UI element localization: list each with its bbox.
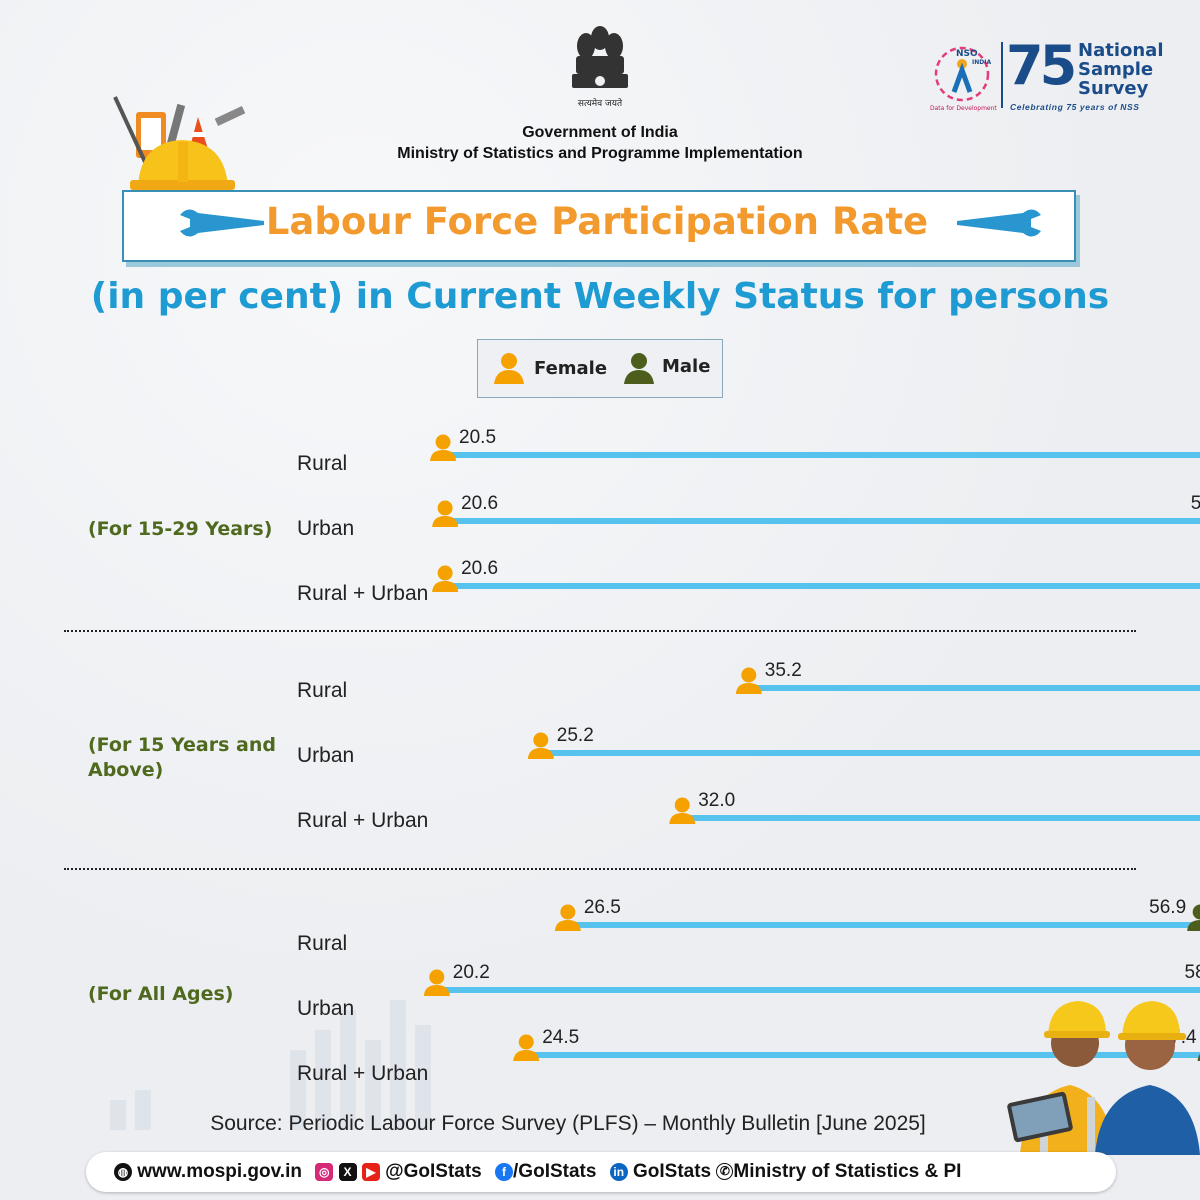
female-value-label: 20.2: [453, 962, 490, 983]
female-person-icon: [494, 353, 524, 384]
nss-line-3: Survey: [1078, 78, 1149, 99]
legend-female-label: Female: [534, 358, 608, 379]
row-label: Urban: [297, 744, 355, 767]
nso-text: NSO: [956, 49, 978, 59]
facebook-icon[interactable]: f: [495, 1162, 514, 1181]
youtube-icon[interactable]: ▶: [361, 1162, 380, 1181]
website-link[interactable]: www.mospi.gov.in: [137, 1161, 302, 1182]
nss-75-logo: NSO INDIA Data for Development 75 Nation…: [926, 34, 1166, 120]
female-value-label: 32.0: [698, 790, 735, 811]
emblem-motto: सत्यमेव जयते: [578, 97, 623, 109]
handle-link[interactable]: @GoIStats: [385, 1161, 482, 1182]
female-value-label: 24.5: [542, 1027, 579, 1048]
group-divider: [64, 868, 1136, 870]
row-label: Rural + Urban: [297, 809, 429, 832]
footer-bar: ◍ www.mospi.gov.in ◎ X ▶ @GoIStats f/GoI…: [86, 1152, 1116, 1192]
female-value-label: 20.5: [459, 427, 496, 448]
female-marker-icon: [527, 732, 554, 759]
nso-tagline: Data for Development: [930, 105, 997, 112]
workers-illustration: [1007, 1001, 1200, 1155]
nss-celebrating: Celebrating 75 years of NSS: [1010, 102, 1140, 112]
female-marker-icon: [423, 969, 450, 996]
gov-title: Government of India: [522, 124, 678, 141]
main-title: Labour Force Participation Rate: [265, 200, 929, 243]
tools-helmet-illustration: [113, 96, 246, 190]
logo-divider: [1001, 42, 1003, 108]
facebook-link[interactable]: /GoIStats: [513, 1161, 597, 1182]
group-label-15-29: (For 15-29 Years): [88, 518, 273, 540]
female-marker-icon: [432, 565, 459, 592]
row-label: Urban: [297, 997, 355, 1020]
wrench-icon: [957, 209, 1041, 237]
source-note: Source: Periodic Labour Force Survey (PL…: [210, 1112, 926, 1135]
nss-line-2: Sample: [1078, 59, 1154, 80]
row-label: Rural: [297, 679, 348, 702]
ministry-title: Ministry of Statistics and Programme Imp…: [397, 145, 803, 162]
male-person-icon: [624, 353, 654, 384]
row-label: Urban: [297, 517, 355, 540]
globe-icon: ◍: [114, 1162, 132, 1181]
title-box: [122, 190, 1076, 262]
legend: Female Male: [477, 339, 723, 398]
row-label: Rural: [297, 452, 348, 475]
legend-male-label: Male: [662, 356, 711, 377]
row-label: Rural + Urban: [297, 582, 429, 605]
female-value-label: 26.5: [584, 897, 621, 918]
whatsapp-icon[interactable]: ✆: [716, 1163, 734, 1181]
female-marker-icon: [430, 434, 457, 461]
nss-line-1: National: [1078, 40, 1164, 61]
group-divider: [64, 630, 1136, 632]
whatsapp-link[interactable]: Ministry of Statistics & PI: [733, 1161, 962, 1182]
male-value-label: 56.9: [1149, 897, 1186, 918]
male-value-label: 58.6: [1185, 962, 1200, 983]
female-marker-icon: [554, 904, 581, 931]
nso-india-logo-icon: NSO INDIA Data for Development: [930, 46, 997, 112]
male-marker-icon: [1197, 1054, 1200, 1061]
row-label: Rural: [297, 932, 348, 955]
subtitle: (in per cent) in Current Weekly Status f…: [90, 276, 1110, 317]
group-label-all-ages: (For All Ages): [88, 983, 234, 1005]
nss-number: 75: [1006, 34, 1077, 97]
female-marker-icon: [432, 500, 459, 527]
linkedin-link[interactable]: GoIStats: [633, 1161, 712, 1182]
female-value-label: 25.2: [557, 725, 594, 746]
wrench-icon: [180, 209, 264, 237]
male-value-label: 58.9: [1191, 493, 1200, 514]
female-value-label: 20.6: [461, 558, 498, 579]
instagram-icon[interactable]: ◎: [315, 1162, 334, 1181]
national-emblem-icon: सत्यमेव जयते: [572, 26, 628, 109]
linkedin-icon[interactable]: in: [609, 1162, 628, 1181]
female-value-label: 35.2: [765, 660, 802, 681]
group-label-15-above: (For 15 Years and Above): [88, 734, 276, 781]
x-icon[interactable]: X: [338, 1162, 357, 1181]
india-text: INDIA: [972, 59, 991, 66]
female-marker-icon: [735, 667, 762, 694]
male-marker-icon: [1187, 904, 1200, 931]
footer-content: ◍ www.mospi.gov.in ◎ X ▶ @GoIStats f/GoI…: [114, 1161, 961, 1183]
female-marker-icon: [669, 797, 696, 824]
female-marker-icon: [513, 1034, 540, 1061]
female-value-label: 20.6: [461, 493, 498, 514]
background-bars-decoration: [110, 1000, 431, 1130]
row-label: Rural + Urban: [297, 1062, 429, 1085]
